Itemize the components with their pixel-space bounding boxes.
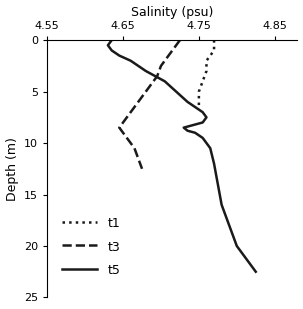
t5 bbox=[118, 54, 121, 57]
t5 bbox=[227, 223, 231, 227]
t5 bbox=[182, 126, 185, 129]
t3 bbox=[178, 38, 182, 42]
t5 bbox=[129, 59, 132, 63]
t3 bbox=[159, 64, 163, 68]
t5 bbox=[186, 129, 189, 133]
t5 bbox=[201, 110, 205, 114]
t5 bbox=[220, 203, 223, 207]
t3 bbox=[140, 167, 144, 171]
t1 bbox=[205, 69, 208, 73]
t5 bbox=[201, 121, 205, 124]
t3 bbox=[133, 105, 136, 109]
t3 bbox=[125, 116, 129, 119]
t1 bbox=[197, 105, 201, 109]
t1 bbox=[212, 38, 216, 42]
t5 bbox=[110, 38, 114, 42]
t5 bbox=[254, 270, 258, 273]
t5 bbox=[193, 131, 197, 135]
t1 bbox=[205, 59, 208, 63]
t5 bbox=[163, 79, 167, 83]
Y-axis label: Depth (m): Depth (m) bbox=[5, 137, 18, 201]
t3 bbox=[140, 95, 144, 99]
t5 bbox=[193, 123, 197, 126]
t1 bbox=[201, 79, 205, 83]
Line: t1: t1 bbox=[199, 40, 214, 107]
t1 bbox=[212, 49, 216, 52]
t1 bbox=[197, 90, 201, 93]
X-axis label: Salinity (psu): Salinity (psu) bbox=[131, 6, 214, 19]
t5 bbox=[246, 260, 250, 263]
t3 bbox=[167, 54, 170, 57]
t5 bbox=[193, 105, 197, 109]
t5 bbox=[205, 116, 208, 119]
t5 bbox=[216, 182, 220, 186]
t3 bbox=[118, 126, 121, 129]
t3 bbox=[133, 146, 136, 150]
t3 bbox=[155, 74, 159, 78]
t3 bbox=[148, 85, 152, 88]
t5 bbox=[186, 100, 189, 104]
t5 bbox=[144, 69, 148, 73]
Legend: t1, t3, t5: t1, t3, t5 bbox=[58, 213, 124, 281]
t5 bbox=[106, 44, 110, 47]
t5 bbox=[201, 136, 205, 140]
t5 bbox=[235, 244, 239, 248]
t5 bbox=[174, 90, 178, 93]
t5 bbox=[110, 49, 114, 52]
t5 bbox=[208, 146, 212, 150]
t3 bbox=[174, 44, 178, 47]
t3 bbox=[171, 49, 174, 52]
t5 bbox=[212, 162, 216, 166]
t3 bbox=[125, 136, 129, 140]
Line: t5: t5 bbox=[108, 40, 256, 272]
Line: t3: t3 bbox=[119, 40, 180, 169]
